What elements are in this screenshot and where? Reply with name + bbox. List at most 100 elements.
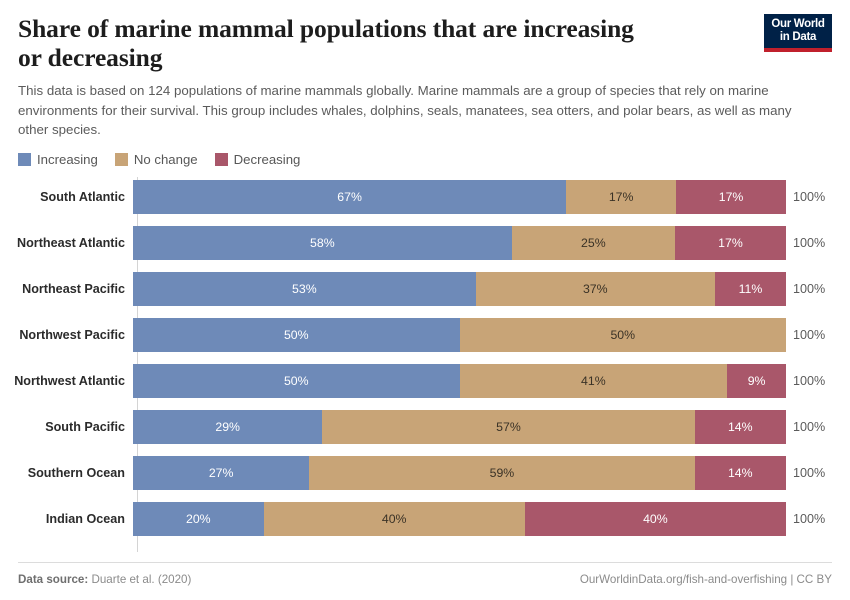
bar-row-label: Indian Ocean (45, 511, 125, 526)
bar-segment-value: 59% (489, 465, 515, 480)
bar-segment-increasing[interactable]: 67% (133, 179, 567, 214)
bar-segment-increasing[interactable]: 27% (133, 455, 310, 490)
bar-row-label: Northeast Pacific (22, 281, 125, 296)
stacked-bar[interactable]: 67% 17% 17% (133, 179, 786, 214)
bar-row-label: Northwest Atlantic (14, 373, 125, 388)
bar-segment-nochange[interactable]: 41% (459, 363, 728, 398)
bar-row: Northwest Pacific 50% 50% 100% (0, 317, 850, 352)
bar-segment-increasing[interactable]: 20% (133, 501, 264, 536)
bar-segment-value: 29% (215, 419, 240, 434)
attribution-link[interactable]: OurWorldinData.org/fish-and-overfishing … (579, 573, 832, 586)
bar-segment-value: 37% (582, 281, 608, 296)
bar-segment-decreasing[interactable]: 40% (524, 501, 786, 536)
legend-item-label: Increasing (37, 151, 98, 167)
bar-segment-value: 53% (292, 281, 317, 296)
bar-segment-value: 20% (185, 511, 211, 526)
bar-segment-nochange[interactable]: 57% (322, 409, 695, 444)
bar-row-total: 100% (793, 281, 826, 296)
chart-plot-area: South Atlantic 67% 17% 17% 100% Northeast Atl… (0, 176, 850, 557)
bar-segment-increasing[interactable]: 58% (133, 225, 512, 260)
bar-rows: South Atlantic 67% 17% 17% 100% Northeast Atl… (0, 179, 850, 548)
page-title: Share of marine mammal populations that … (18, 14, 634, 72)
bar-segment-decreasing[interactable]: 17% (676, 179, 786, 214)
bar-segment-value: 50% (610, 327, 636, 342)
bar-segment-nochange[interactable]: 40% (263, 501, 525, 536)
bar-segment-nochange[interactable]: 17% (566, 179, 677, 214)
legend-item-label: Decreasing (233, 151, 301, 167)
bar-row-label: Northwest Pacific (19, 327, 125, 342)
bar-row-total: 100% (793, 373, 826, 388)
data-source-label: Data source: (18, 573, 89, 586)
bar-row-label: Northeast Atlantic (17, 235, 125, 250)
bar-segment-value: 17% (718, 235, 743, 250)
chart-legend: Increasing No change Decreasing (0, 140, 850, 167)
bar-row: Indian Ocean 20% 40% 40% 100% (0, 501, 850, 536)
bar-segment-value: 17% (718, 189, 744, 204)
owid-logo-line1: Our World (771, 18, 825, 30)
legend-item-increasing[interactable]: Increasing (18, 151, 98, 167)
bar-row-total: 100% (793, 189, 826, 204)
bar-segment-value: 27% (208, 465, 234, 480)
bar-segment-nochange[interactable]: 59% (309, 455, 695, 490)
stacked-bar[interactable]: 50% 41% 9% (133, 363, 786, 398)
bar-segment-value: 40% (643, 511, 668, 526)
bar-row: South Atlantic 67% 17% 17% 100% (0, 179, 850, 214)
data-source-value: Duarte et al. (2020) (91, 573, 192, 586)
bar-segment-decreasing[interactable]: 17% (674, 225, 786, 260)
bar-row: Northwest Atlantic 50% 41% 9% 100% (0, 363, 850, 398)
bar-row-total: 100% (793, 419, 826, 434)
bar-segment-value: 25% (581, 235, 606, 250)
legend-item-label: No change (133, 151, 198, 167)
chart-subtitle: This data is based on 124 populations of… (18, 83, 792, 137)
bar-segment-decreasing[interactable]: 14% (694, 409, 786, 444)
stacked-bar[interactable]: 53% 37% 11% (133, 271, 786, 306)
bar-segment-increasing[interactable]: 50% (133, 363, 460, 398)
stacked-bar[interactable]: 27% 59% 14% (133, 455, 786, 490)
bar-segment-increasing[interactable]: 29% (133, 409, 323, 444)
stacked-bar[interactable]: 58% 25% 17% (133, 225, 786, 260)
data-source: Data source: Duarte et al. (2020) (18, 573, 191, 586)
bar-row: Northeast Pacific 53% 37% 11% 100% (0, 271, 850, 306)
owid-logo[interactable]: Our World in Data (764, 14, 832, 52)
bar-segment-value: 67% (337, 189, 362, 204)
bar-row: Southern Ocean 27% 59% 14% 100% (0, 455, 850, 490)
bar-segment-increasing[interactable]: 53% (133, 271, 476, 306)
legend-item-no-change[interactable]: No change (114, 151, 198, 167)
stacked-bar[interactable]: 29% 57% 14% (133, 409, 786, 444)
bar-segment-value: 9% (747, 373, 766, 388)
bar-row-total: 100% (793, 327, 826, 342)
bar-row-total: 100% (793, 511, 826, 526)
bar-segment-value: 14% (727, 465, 753, 480)
bar-segment-decreasing[interactable]: 11% (714, 271, 786, 306)
bar-row: Northeast Atlantic 58% 25% 17% 100% (0, 225, 850, 260)
legend-swatch-no-change (114, 153, 128, 166)
bar-row-label: Southern Ocean (27, 465, 125, 480)
bar-segment-value: 57% (496, 419, 521, 434)
bar-segment-value: 50% (283, 373, 309, 388)
bar-segment-decreasing[interactable]: 14% (694, 455, 786, 490)
bar-segment-decreasing[interactable]: 9% (727, 363, 786, 398)
bar-segment-value: 17% (608, 189, 634, 204)
bar-segment-value: 14% (727, 419, 753, 434)
owid-logo-line2: in Data (779, 31, 817, 43)
bar-segment-increasing[interactable]: 50% (133, 317, 460, 352)
bar-segment-nochange[interactable]: 25% (511, 225, 675, 260)
bar-segment-nochange[interactable]: 50% (459, 317, 786, 352)
bar-segment-nochange[interactable]: 37% (475, 271, 715, 306)
chart-footer: Data source: Duarte et al. (2020) OurWor… (18, 562, 832, 586)
bar-segment-value: 40% (381, 511, 407, 526)
legend-swatch-decreasing (214, 153, 228, 166)
chart-header: Share of marine mammal populations that … (0, 0, 850, 140)
bar-segment-value: 11% (738, 281, 763, 296)
stacked-bar[interactable]: 50% 50% (133, 317, 786, 352)
bar-row-label: South Pacific (45, 419, 125, 434)
legend-swatch-increasing (18, 153, 31, 166)
legend-item-decreasing[interactable]: Decreasing (214, 151, 301, 167)
bar-row-label: South Atlantic (40, 189, 125, 204)
bar-row-total: 100% (793, 465, 826, 480)
bar-segment-value: 50% (283, 327, 309, 342)
stacked-bar[interactable]: 20% 40% 40% (133, 501, 786, 536)
bar-row: South Pacific 29% 57% 14% 100% (0, 409, 850, 444)
bar-segment-value: 58% (310, 235, 335, 250)
